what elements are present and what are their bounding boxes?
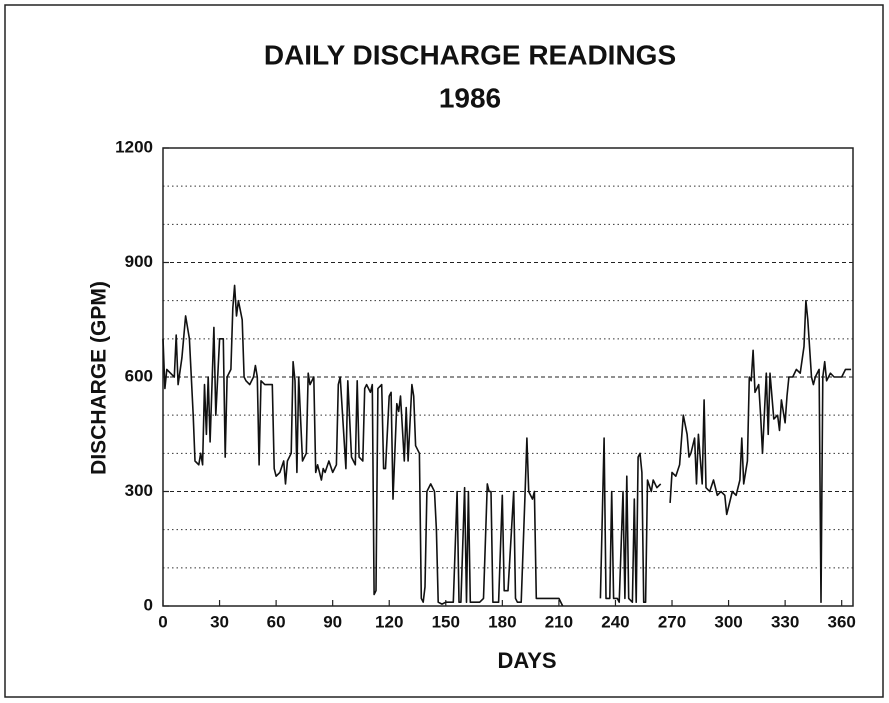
x-tick-label: 360 (828, 612, 856, 631)
y-tick-label: 600 (125, 366, 153, 385)
x-tick-label: 0 (158, 612, 167, 631)
chart-subtitle: 1986 (439, 82, 501, 113)
x-tick-label: 210 (545, 612, 573, 631)
x-axis-label: DAYS (497, 648, 556, 673)
x-tick-label: 60 (267, 612, 286, 631)
x-tick-label: 90 (323, 612, 342, 631)
x-tick-label: 180 (488, 612, 516, 631)
x-tick-label: 150 (432, 612, 460, 631)
x-tick-label: 270 (658, 612, 686, 631)
y-tick-label: 0 (144, 595, 153, 614)
chart-title: DAILY DISCHARGE READINGS (264, 39, 676, 70)
frame (4, 4, 884, 698)
y-tick-label: 900 (125, 252, 153, 271)
x-tick-label: 30 (210, 612, 229, 631)
plot-area (162, 147, 854, 607)
x-tick-label: 300 (714, 612, 742, 631)
y-tick-label: 300 (125, 481, 153, 500)
x-tick-label: 120 (375, 612, 403, 631)
data-line (162, 284, 852, 607)
x-tick-label: 330 (771, 612, 799, 631)
y-axis-label: DISCHARGE (GPM) (88, 281, 111, 475)
y-tick-label: 1200 (115, 137, 153, 156)
x-tick-label: 240 (601, 612, 629, 631)
